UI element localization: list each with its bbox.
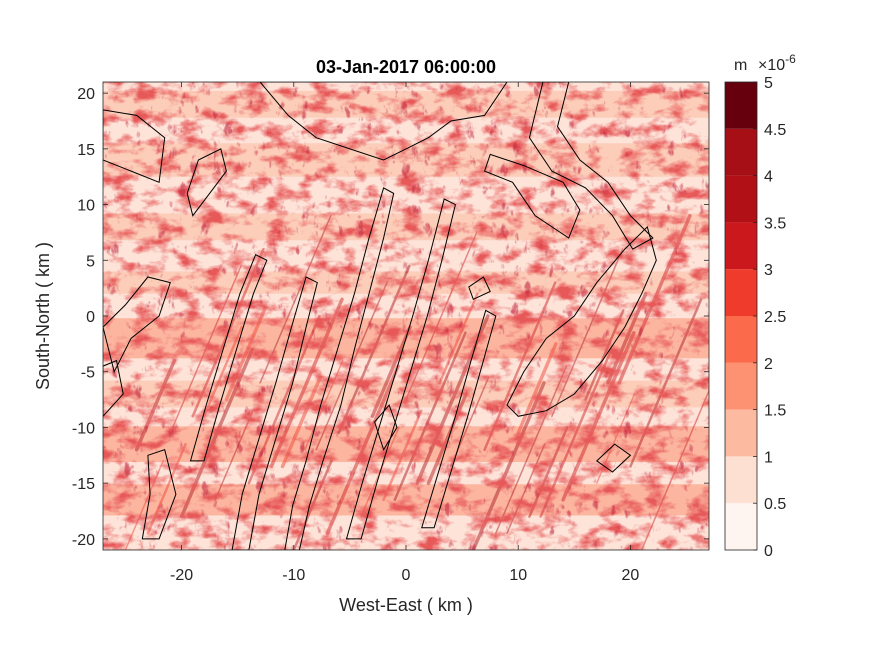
colorbar-unit: m [734, 57, 747, 74]
y-tick-label: 0 [86, 309, 95, 326]
x-tick-label: 10 [509, 567, 527, 584]
x-tick-label: -20 [170, 567, 193, 584]
x-tick-label: 20 [622, 567, 640, 584]
colorbar-segment [725, 269, 757, 316]
chart-title: 03-Jan-2017 06:00:00 [316, 57, 496, 77]
x-tick-label: 0 [402, 567, 411, 584]
colorbar-tick-label: 3 [764, 262, 773, 279]
colorbar-multiplier: ×10-6 [758, 52, 796, 74]
x-axis-label: West-East ( km ) [339, 595, 473, 615]
colorbar-tick-label: 3.5 [764, 215, 786, 232]
y-axis: -20 -15 -10 -5 0 5 10 15 20 [72, 86, 709, 549]
colorbar-segment [725, 456, 757, 504]
field-texture-fine [103, 82, 709, 550]
contour-line [284, 187, 395, 550]
colorbar-tick-label: 4.5 [764, 122, 786, 139]
colorbar-tick-label: 5 [764, 75, 773, 92]
contour-lines [103, 82, 657, 550]
x-tick-label: -10 [282, 567, 305, 584]
y-tick-label: 15 [77, 142, 95, 159]
colorbar-segment [725, 409, 757, 457]
contour-line [189, 254, 268, 462]
contour-line [345, 198, 456, 540]
y-tick-label: 20 [77, 86, 95, 103]
x-axis: -20 -10 0 10 20 [170, 82, 639, 584]
contour-line [103, 359, 124, 418]
colorbar-tick-label: 4 [764, 169, 773, 186]
contour-line [528, 82, 654, 250]
colorbar-segment [725, 362, 757, 410]
contour-line [259, 82, 508, 161]
colorbar-segment [725, 503, 757, 550]
colorbar-tick-label: 1 [764, 449, 773, 466]
contour-line [231, 276, 318, 550]
colorbar-segment [725, 222, 757, 270]
colorbar-segment [725, 316, 757, 363]
contour-line [103, 276, 171, 374]
colorbar-segment [725, 128, 757, 176]
y-axis-label: South-North ( km ) [33, 242, 53, 390]
y-tick-label: -5 [81, 365, 95, 382]
contour-line [374, 404, 398, 451]
colorbar-segment [725, 175, 757, 223]
colorbar-tick-label: 0.5 [764, 496, 786, 513]
contour-line [421, 309, 497, 529]
colorbar: 0 0.5 1 1.5 2 2.5 3 3.5 4 4.5 5 [724, 75, 786, 560]
y-tick-label: -20 [72, 532, 95, 549]
y-tick-label: -10 [72, 420, 95, 437]
plot-area [103, 82, 709, 550]
contour-line [186, 148, 227, 217]
y-tick-label: 10 [77, 198, 95, 215]
contour-line [141, 449, 177, 540]
colorbar-tick-label: 1.5 [764, 403, 786, 420]
contour-line [596, 443, 632, 473]
contour-line [483, 153, 581, 239]
colorbar-tick-label: 0 [764, 543, 773, 560]
colorbar-tick-label: 2 [764, 356, 773, 373]
contour-line [506, 225, 657, 417]
y-tick-label: -15 [72, 476, 95, 493]
colorbar-tick-label: 2.5 [764, 309, 786, 326]
y-tick-label: 5 [86, 253, 95, 270]
contour-line [468, 276, 491, 300]
colorbar-segment [725, 82, 757, 129]
contour-line [103, 109, 166, 184]
